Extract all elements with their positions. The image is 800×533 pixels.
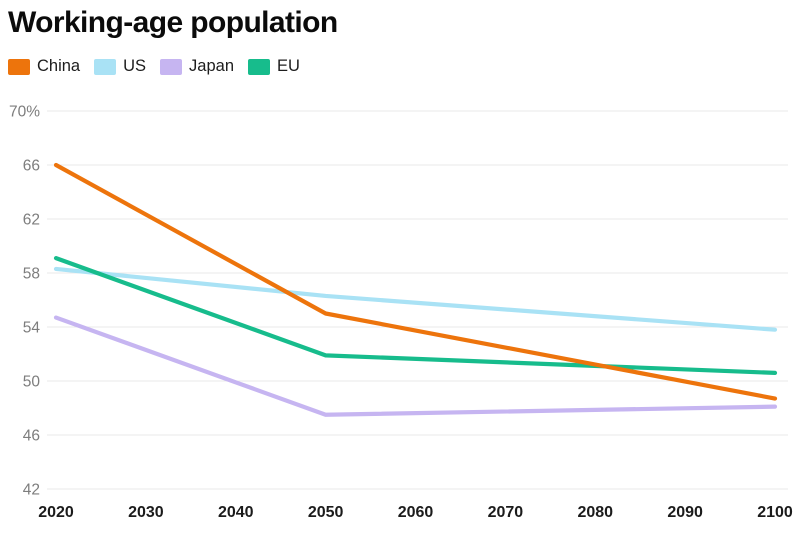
x-axis-label: 2020: [38, 504, 74, 521]
y-axis-label: 46: [23, 428, 40, 445]
y-axis-label: 70%: [9, 104, 40, 121]
chart-title: Working-age population: [8, 6, 338, 39]
x-axis-label: 2050: [308, 504, 344, 521]
series-line-us: [53, 266, 778, 332]
y-axis-label: 58: [23, 266, 40, 283]
x-axis-label: 2090: [667, 504, 703, 521]
legend-item-china: China: [8, 57, 80, 76]
y-axis-label: 62: [23, 212, 40, 229]
y-axis-label: 42: [23, 482, 40, 499]
legend-label-japan: Japan: [189, 57, 235, 75]
legend-label-china: China: [37, 57, 81, 75]
legend: China US Japan EU: [8, 57, 300, 76]
legend-label-eu: EU: [277, 57, 300, 75]
x-axis-label: 2100: [757, 504, 793, 521]
x-axis-label: 2040: [218, 504, 254, 521]
legend-swatch-china: [8, 58, 30, 75]
series-line-eu: [53, 256, 778, 375]
legend-swatch-eu: [248, 58, 271, 75]
x-axis-label: 2080: [577, 504, 613, 521]
legend-label-us: US: [123, 57, 147, 75]
legend-item-us: US: [94, 57, 146, 76]
series-line-japan: [53, 315, 778, 417]
legend-item-japan: Japan: [160, 57, 234, 76]
y-axis-label: 50: [23, 374, 41, 391]
y-axis-label: 66: [23, 158, 40, 175]
x-axis-label: 2060: [398, 504, 434, 521]
legend-item-eu: EU: [248, 57, 300, 76]
y-axis-label: 54: [23, 320, 41, 337]
series-line-china: [53, 162, 778, 401]
x-axis-label: 2070: [488, 504, 524, 521]
legend-swatch-us: [94, 58, 117, 75]
legend-swatch-japan: [160, 58, 183, 75]
x-axis-label: 2030: [128, 504, 164, 521]
